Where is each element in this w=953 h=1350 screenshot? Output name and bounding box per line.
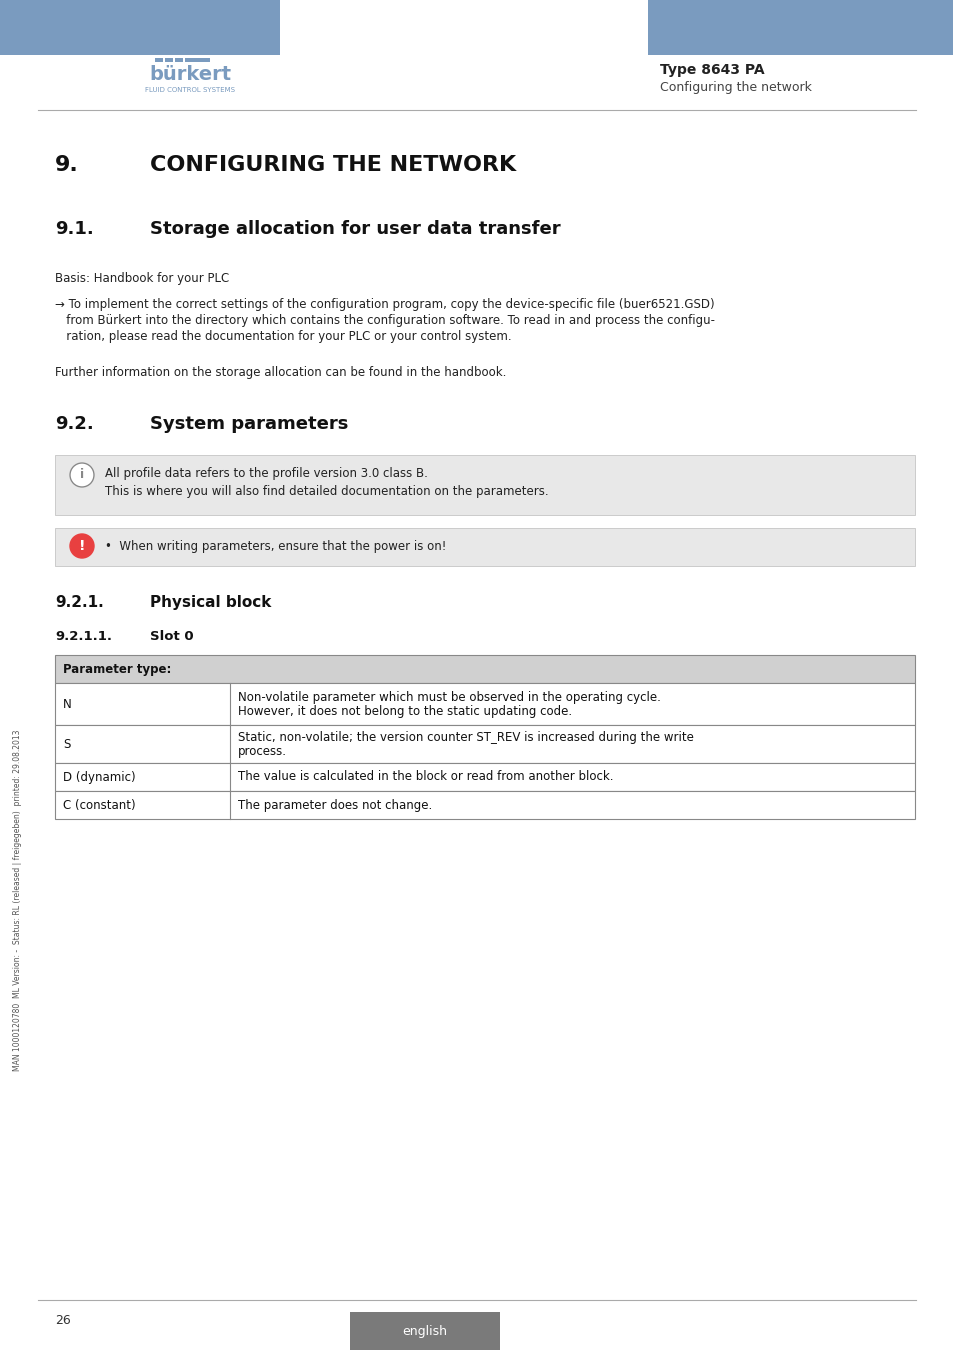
Bar: [647, 0, 953, 55]
Circle shape: [70, 463, 94, 487]
Bar: [185, 58, 210, 62]
Text: Storage allocation for user data transfer: Storage allocation for user data transfe…: [150, 220, 560, 238]
Bar: [174, 58, 183, 62]
Bar: [55, 655, 914, 683]
Text: ration, please read the documentation for your PLC or your control system.: ration, please read the documentation fo…: [55, 329, 511, 343]
Text: 9.2.: 9.2.: [55, 414, 93, 433]
Text: Type 8643 PA: Type 8643 PA: [659, 63, 763, 77]
Text: bürkert: bürkert: [149, 66, 231, 85]
Text: Further information on the storage allocation can be found in the handbook.: Further information on the storage alloc…: [55, 366, 506, 379]
Bar: [55, 683, 914, 725]
Text: S: S: [63, 737, 71, 751]
Text: Basis: Handbook for your PLC: Basis: Handbook for your PLC: [55, 271, 229, 285]
Bar: [154, 58, 163, 62]
Bar: [0, 0, 280, 55]
Text: → To implement the correct settings of the configuration program, copy the devic: → To implement the correct settings of t…: [55, 298, 714, 311]
Text: This is where you will also find detailed documentation on the parameters.: This is where you will also find detaile…: [105, 485, 548, 498]
Bar: [350, 1312, 499, 1350]
Text: 9.: 9.: [55, 155, 79, 176]
Text: !: !: [79, 539, 85, 553]
Text: 9.2.1.1.: 9.2.1.1.: [55, 630, 112, 643]
Text: i: i: [80, 468, 84, 482]
Bar: [55, 763, 914, 791]
Bar: [55, 528, 914, 566]
Text: C (constant): C (constant): [63, 798, 135, 811]
Text: CONFIGURING THE NETWORK: CONFIGURING THE NETWORK: [150, 155, 516, 176]
Bar: [55, 455, 914, 514]
Text: from Bürkert into the directory which contains the configuration software. To re: from Bürkert into the directory which co…: [55, 315, 714, 327]
Bar: [55, 791, 914, 819]
Text: process.: process.: [237, 745, 287, 759]
Bar: [55, 725, 914, 763]
Text: 9.1.: 9.1.: [55, 220, 93, 238]
Text: N: N: [63, 698, 71, 710]
Text: Configuring the network: Configuring the network: [659, 81, 811, 95]
Text: Static, non-volatile; the version counter ST_REV is increased during the write: Static, non-volatile; the version counte…: [237, 730, 693, 744]
Text: D (dynamic): D (dynamic): [63, 771, 135, 783]
Text: MAN 1000120780  ML Version: -  Status: RL (released | freigegeben)  printed: 29.: MAN 1000120780 ML Version: - Status: RL …: [13, 729, 23, 1071]
Text: All profile data refers to the profile version 3.0 class B.: All profile data refers to the profile v…: [105, 467, 428, 481]
Text: Physical block: Physical block: [150, 595, 271, 610]
Text: english: english: [402, 1324, 447, 1338]
Bar: [165, 58, 172, 62]
Text: •  When writing parameters, ensure that the power is on!: • When writing parameters, ensure that t…: [105, 540, 446, 553]
Text: The value is calculated in the block or read from another block.: The value is calculated in the block or …: [237, 771, 613, 783]
Circle shape: [70, 535, 94, 558]
Text: 26: 26: [55, 1314, 71, 1327]
Text: The parameter does not change.: The parameter does not change.: [237, 798, 432, 811]
Text: System parameters: System parameters: [150, 414, 348, 433]
Text: Parameter type:: Parameter type:: [63, 663, 172, 675]
Text: 9.2.1.: 9.2.1.: [55, 595, 104, 610]
Text: Slot 0: Slot 0: [150, 630, 193, 643]
Text: However, it does not belong to the static updating code.: However, it does not belong to the stati…: [237, 706, 572, 718]
Text: Non-volatile parameter which must be observed in the operating cycle.: Non-volatile parameter which must be obs…: [237, 690, 660, 703]
Text: FLUID CONTROL SYSTEMS: FLUID CONTROL SYSTEMS: [145, 86, 234, 93]
